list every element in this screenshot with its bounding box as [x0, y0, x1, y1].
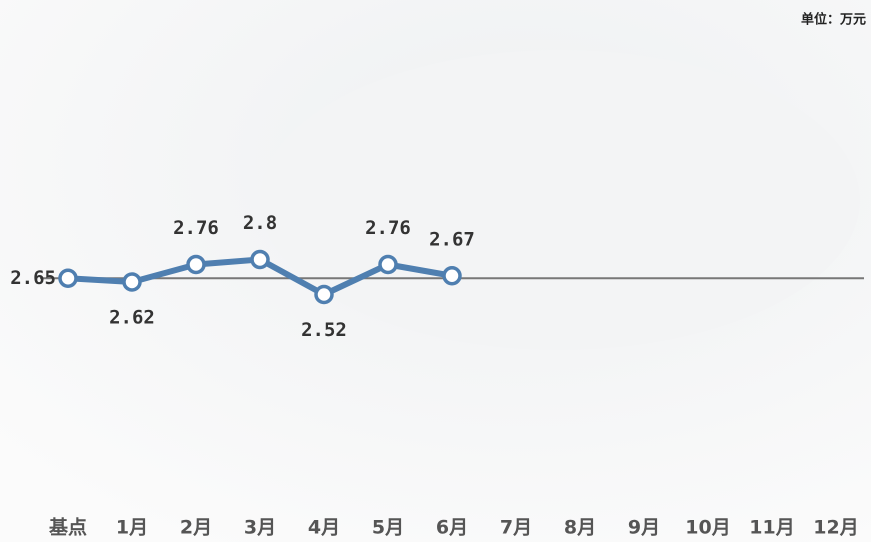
x-tick-label: 12月 — [813, 517, 858, 539]
point — [122, 272, 142, 292]
x-tick-label: 基点 — [48, 516, 87, 539]
value-label: 2.52 — [301, 319, 347, 341]
value-label: 2.62 — [109, 307, 155, 329]
point — [250, 249, 270, 270]
x-tick-label: 7月 — [500, 517, 532, 539]
point — [442, 266, 462, 286]
background-shape — [260, 50, 860, 350]
point — [58, 268, 78, 288]
x-tick-label: 10月 — [685, 517, 730, 539]
x-tick-label: 11月 — [749, 517, 794, 539]
point — [314, 284, 334, 305]
value-label: 2.76 — [173, 217, 219, 239]
x-tick-label: 6月 — [436, 517, 468, 539]
x-tick-label: 8月 — [564, 517, 596, 539]
point — [186, 254, 206, 275]
x-tick-label: 1月 — [116, 517, 148, 539]
value-label: 2.76 — [365, 217, 411, 239]
x-tick-label: 4月 — [308, 517, 340, 539]
value-label: 2.65 — [10, 267, 56, 289]
x-tick-label: 2月 — [180, 517, 212, 539]
x-tick-label: 3月 — [244, 517, 276, 539]
x-tick-label: 5月 — [372, 517, 404, 539]
value-label: 2.8 — [243, 212, 277, 234]
value-label: 2.67 — [429, 228, 475, 250]
unit-label: 单位：万元 — [801, 12, 866, 28]
point — [378, 254, 398, 275]
x-tick-label: 9月 — [628, 517, 660, 539]
